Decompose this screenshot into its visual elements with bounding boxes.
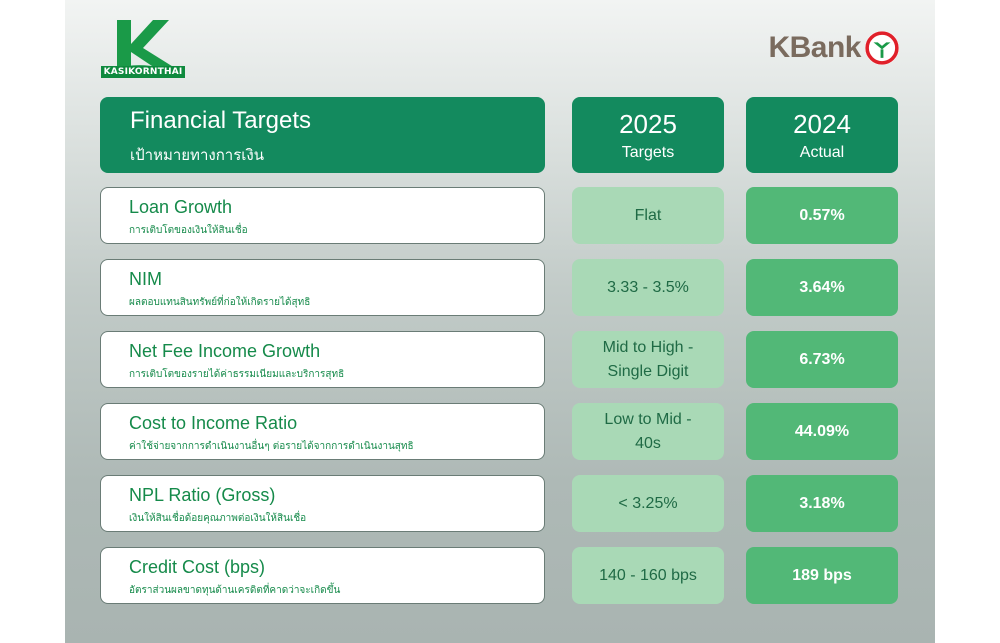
targets-year: 2025 [619, 109, 677, 139]
actual-cell: 6.73% [746, 331, 898, 388]
kbank-logo-text: KBank [768, 31, 861, 64]
target-cell: 140 - 160 bps [572, 547, 724, 604]
row-subtitle: การเติบโตของเงินให้สินเชื่อ [129, 225, 248, 236]
page-title: Financial Targets [130, 107, 311, 134]
target-cell: Flat [572, 187, 724, 244]
row-subtitle: ผลตอบแทนสินทรัพย์ที่ก่อให้เกิดรายได้สุทธ… [129, 297, 311, 308]
target-cell: Low to Mid - 40s [572, 403, 724, 460]
kasikornthai-logo-text: KASIKORNTHAI [101, 66, 185, 78]
row-title: Credit Cost (bps) [129, 557, 266, 577]
column-header-targets: 2025 Targets [572, 97, 724, 173]
row-npl-ratio: NPL Ratio (Gross) เงินให้สินเชื่อด้อยคุณ… [100, 475, 545, 532]
row-nim: NIM ผลตอบแทนสินทรัพย์ที่ก่อให้เกิดรายได้… [100, 259, 545, 316]
targets-label: Targets [621, 144, 675, 161]
row-subtitle: การเติบโตของรายได้ค่าธรรมเนียมและบริการส… [129, 369, 345, 380]
target-cell: Mid to High - Single Digit [572, 331, 724, 388]
row-title: NIM [129, 269, 162, 289]
kbank-emblem-icon [865, 31, 899, 65]
row-title: NPL Ratio (Gross) [129, 485, 276, 505]
row-title: Loan Growth [129, 197, 233, 217]
actual-year: 2024 [793, 109, 851, 139]
target-cell: < 3.25% [572, 475, 724, 532]
page-subtitle: เป้าหมายทางการเงิน [130, 146, 264, 164]
header-financial-targets: Financial Targets เป้าหมายทางการเงิน [100, 97, 545, 173]
row-loan-growth: Loan Growth การเติบโตของเงินให้สินเชื่อ [100, 187, 545, 244]
actual-cell: 0.57% [746, 187, 898, 244]
actual-cell: 189 bps [746, 547, 898, 604]
actual-cell: 3.18% [746, 475, 898, 532]
row-subtitle: เงินให้สินเชื่อด้อยคุณภาพต่อเงินให้สินเช… [129, 513, 307, 524]
actual-cell: 44.09% [746, 403, 898, 460]
row-net-fee-income-growth: Net Fee Income Growth การเติบโตของรายได้… [100, 331, 545, 388]
row-cost-to-income-ratio: Cost to Income Ratio ค่าใช้จ่ายจากการดำเ… [100, 403, 545, 460]
actual-label: Actual [799, 144, 845, 161]
slide: KASIKORNTHAI KBank Financial Targets เป้… [65, 0, 935, 643]
row-title: Cost to Income Ratio [129, 413, 298, 433]
row-title: Net Fee Income Growth [129, 341, 321, 361]
actual-cell: 3.64% [746, 259, 898, 316]
kbank-logo: KBank [768, 28, 899, 68]
row-credit-cost: Credit Cost (bps) อัตราส่วนผลขาดทุนด้านเ… [100, 547, 545, 604]
row-subtitle: อัตราส่วนผลขาดทุนด้านเครดิตที่คาดว่าจะเก… [129, 585, 341, 596]
target-cell: 3.33 - 3.5% [572, 259, 724, 316]
column-header-actual: 2024 Actual [746, 97, 898, 173]
row-subtitle: ค่าใช้จ่ายจากการดำเนินงานอื่นๆ ต่อรายได้… [129, 441, 414, 452]
